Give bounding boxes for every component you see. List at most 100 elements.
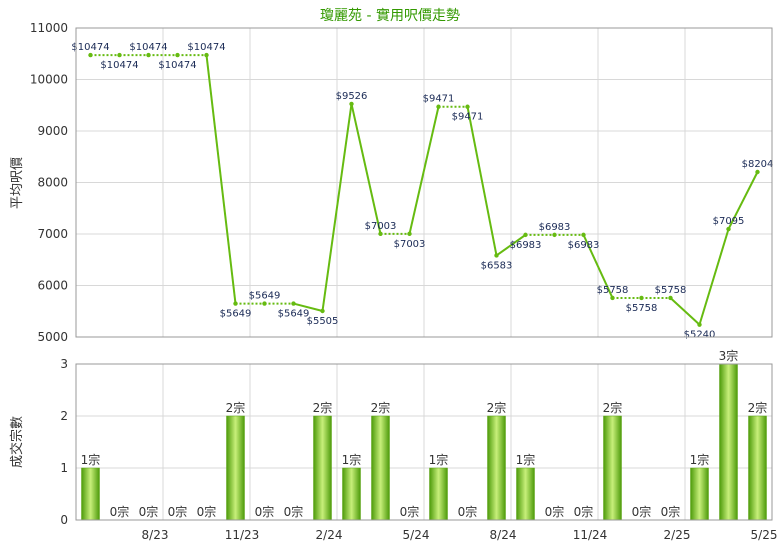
price-y-tick-label: 11000	[30, 21, 68, 35]
volume-bar	[487, 415, 506, 521]
volume-bar-label: 2宗	[313, 400, 333, 415]
price-y-tick-label: 9000	[37, 124, 68, 138]
volume-bar-label: 2宗	[226, 400, 246, 415]
price-point	[465, 104, 470, 109]
price-data-label: $5505	[307, 316, 339, 327]
price-y-axis-label: 平均呎價	[10, 157, 25, 209]
price-point	[204, 52, 209, 58]
price-line-segment	[495, 234, 527, 257]
price-line-segment	[205, 54, 237, 304]
volume-bar-label: 0宗	[284, 504, 304, 519]
volume-y-tick-label: 2	[60, 409, 68, 423]
price-point	[175, 52, 180, 58]
price-data-label: $9471	[423, 94, 455, 105]
price-point	[755, 169, 760, 175]
x-tick-label: 2/25	[664, 528, 691, 542]
volume-plot-frame	[75, 363, 773, 521]
volume-bar-label: 2宗	[371, 400, 391, 415]
volume-bar-label: 1宗	[516, 452, 536, 467]
price-line-segment	[669, 297, 701, 326]
price-data-label: $5758	[626, 303, 658, 314]
x-tick-label: 8/24	[490, 528, 517, 542]
price-data-label: $5758	[597, 285, 629, 296]
volume-y-axis-label: 成交宗數	[9, 416, 25, 468]
volume-bar	[313, 415, 332, 521]
price-point	[146, 52, 151, 58]
volume-bar-label: 0宗	[255, 504, 275, 519]
volume-bar	[81, 467, 100, 521]
volume-bar-label: 0宗	[574, 504, 594, 519]
price-line-segment	[350, 103, 382, 235]
price-data-label: $6983	[568, 240, 600, 251]
volume-bar-label: 0宗	[168, 504, 188, 519]
price-point	[378, 231, 383, 237]
volume-bar-label: 1宗	[342, 452, 362, 467]
axes: 5000 6000 7000 8000 9000 10000 11000 0 1 2 3 8/23 11…	[30, 21, 778, 542]
volume-bar-label: 3宗	[719, 348, 739, 363]
price-point	[349, 101, 354, 107]
volume-bar-label: 0宗	[139, 504, 159, 519]
price-data-label: $10474	[71, 42, 109, 53]
price-y-tick-label: 10000	[30, 73, 68, 87]
price-line-segment	[727, 171, 759, 230]
data-labels: 1宗 0宗 0宗 0宗 0宗 2宗 0宗 0宗 2宗 1宗 2宗 0宗 1宗 0宗 2宗 1宗 0宗 0宗 2宗 0宗…	[71, 42, 773, 519]
volume-y-tick-label: 3	[60, 357, 68, 371]
x-tick-label: 11/24	[573, 528, 608, 542]
volume-bar	[719, 363, 738, 521]
volume-bar	[516, 467, 535, 521]
volume-bar	[429, 467, 448, 521]
volume-bar-label: 2宗	[748, 400, 768, 415]
x-tick-label: 11/23	[225, 528, 260, 542]
chart-title: 瓊麗苑 - 實用呎價走勢	[320, 7, 460, 24]
volume-y-tick-label: 1	[60, 461, 68, 475]
price-data-label: $9471	[452, 112, 484, 123]
price-point	[436, 104, 441, 109]
price-point	[88, 52, 93, 58]
volume-bar	[603, 415, 622, 521]
price-point	[552, 232, 557, 238]
volume-bar-label: 1宗	[81, 452, 101, 467]
price-point	[523, 232, 528, 238]
x-tick-label: 2/24	[316, 528, 343, 542]
volume-bar-label: 0宗	[458, 504, 478, 519]
price-line-segment	[582, 234, 614, 299]
price-point	[639, 295, 644, 301]
price-point	[233, 301, 238, 306]
volume-bar-label: 0宗	[545, 504, 565, 519]
volume-bar-label: 0宗	[197, 504, 217, 519]
price-line-segment	[466, 106, 498, 256]
volume-bar-label: 1宗	[429, 452, 449, 467]
x-tick-label: 8/23	[142, 528, 169, 542]
price-data-label: $9526	[336, 91, 368, 102]
x-tick-label: 5/25	[751, 528, 778, 542]
price-data-label: $6583	[481, 260, 513, 271]
volume-bar-label: 2宗	[603, 400, 623, 415]
price-data-label: $10474	[100, 60, 138, 71]
price-y-tick-label: 6000	[37, 279, 68, 293]
price-data-label: $5758	[655, 285, 687, 296]
price-data-label: $7003	[365, 221, 397, 232]
price-data-label: $6983	[510, 240, 542, 251]
volume-bar-label: 0宗	[632, 504, 652, 519]
price-point	[581, 232, 586, 238]
price-data-label: $10474	[187, 42, 225, 53]
price-point	[320, 308, 325, 314]
price-line	[88, 52, 760, 327]
volume-bar	[748, 415, 767, 521]
price-data-label: $7003	[394, 239, 426, 250]
price-line-segment	[698, 228, 730, 325]
price-line-segment	[293, 302, 323, 312]
volume-gridlines	[75, 363, 773, 521]
volume-bar-label: 2宗	[487, 400, 507, 415]
price-point	[494, 253, 499, 258]
price-data-label: $5649	[278, 309, 310, 320]
price-y-tick-label: 7000	[37, 227, 68, 241]
price-data-label: $6983	[539, 222, 571, 233]
price-data-label: $10474	[129, 42, 167, 53]
volume-bar-label: 0宗	[661, 504, 681, 519]
volume-bar	[342, 467, 361, 521]
price-point	[291, 301, 296, 306]
price-data-label: $7095	[713, 216, 745, 227]
price-point	[262, 301, 267, 306]
